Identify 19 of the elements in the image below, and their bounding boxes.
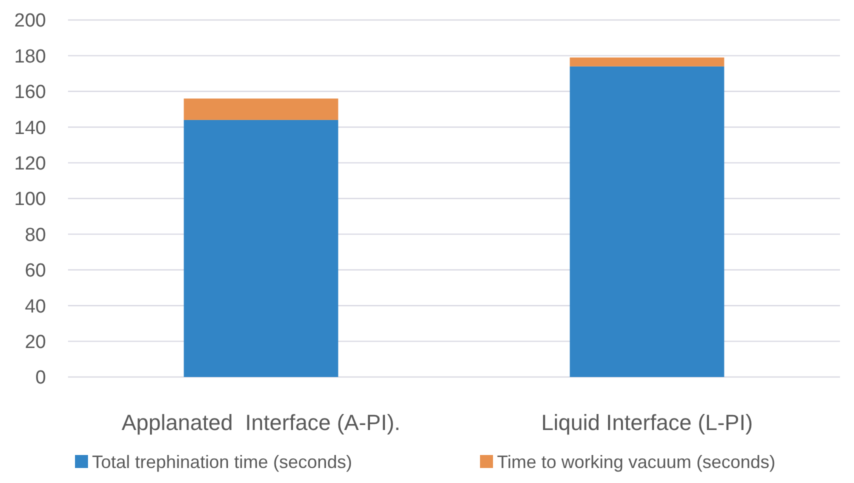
y-tick-label: 60	[24, 260, 46, 282]
y-tick-label: 160	[14, 82, 46, 104]
y-tick-label: 20	[24, 332, 46, 353]
y-tick-label: 180	[14, 46, 46, 68]
x-tick-label: Liquid Interface (L-PI)	[541, 410, 753, 435]
y-tick-label: 120	[14, 153, 46, 174]
y-tick-label: 80	[24, 224, 46, 246]
x-tick-label: Applanated Interface (A-PI).	[122, 410, 400, 435]
bar	[184, 120, 338, 377]
y-tick-label: 100	[14, 189, 46, 210]
y-tick-label: 140	[14, 118, 46, 139]
y-tick-label: 200	[14, 10, 46, 32]
legend-label: Total trephination time (seconds)	[92, 452, 352, 472]
y-tick-label: 40	[24, 296, 46, 318]
y-tick-label: 0	[35, 368, 46, 389]
bar	[570, 66, 724, 377]
bar	[184, 98, 338, 120]
bar	[570, 57, 724, 66]
legend-label: Time to working vacuum (seconds)	[497, 452, 776, 472]
